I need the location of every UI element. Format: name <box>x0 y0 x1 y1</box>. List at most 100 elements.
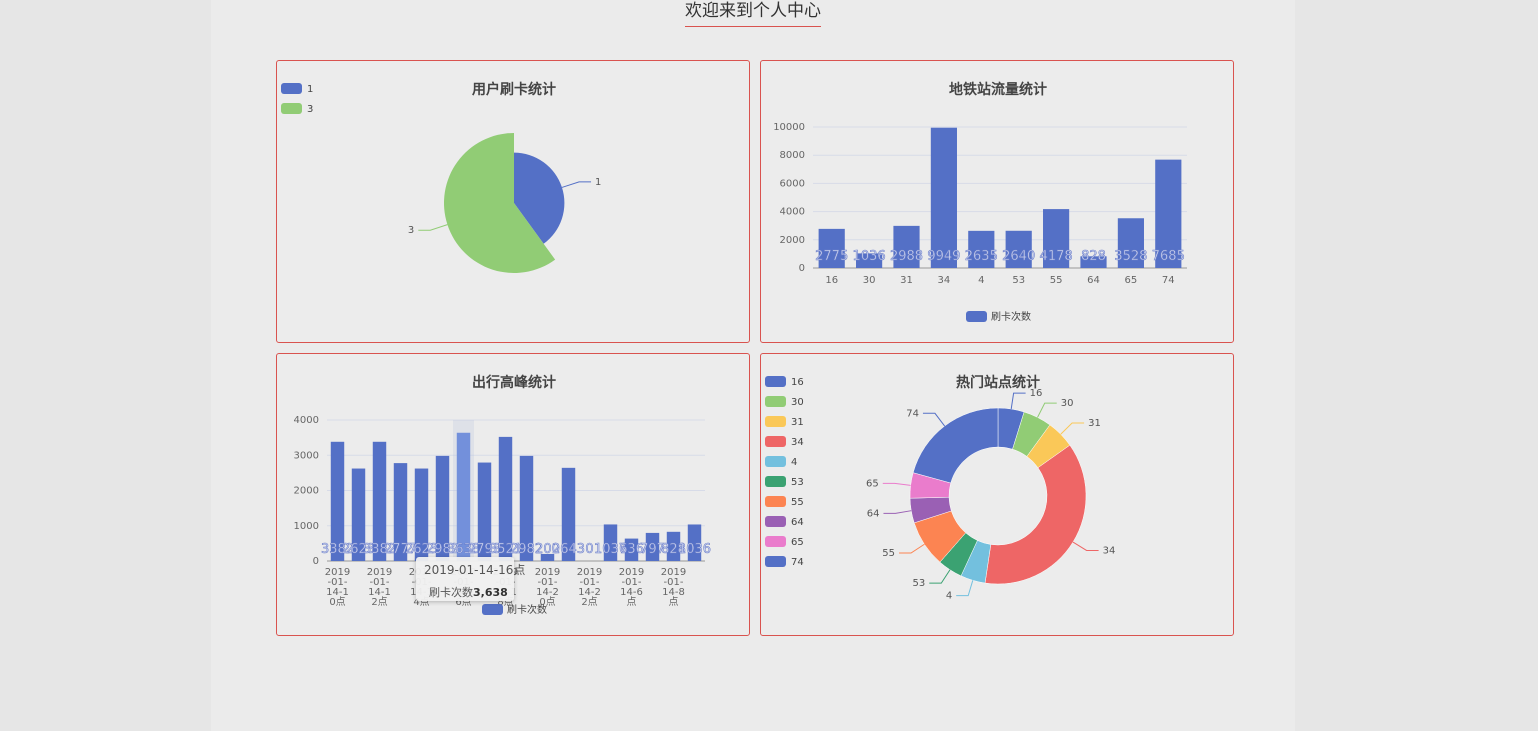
bar-value-label: 2775 <box>815 249 848 264</box>
pie-label-line <box>1060 422 1085 435</box>
bar-value-label: 1036 <box>678 542 711 557</box>
x-tick-label: 31 <box>900 275 913 286</box>
chart-title: 用户刷卡统计 <box>472 81 556 98</box>
pie-label-line <box>922 412 946 427</box>
x-tick-label: 16 <box>825 275 838 286</box>
pie-label-line <box>418 224 448 231</box>
legend-swatch <box>765 476 786 487</box>
legend-label: 65 <box>791 537 804 548</box>
chart-tooltip: 2019-01-14-16点 刷卡次数 3,638 <box>416 557 526 601</box>
bar-value-label: 828 <box>1081 249 1106 264</box>
page-title: 欢迎来到个人中心 <box>685 0 821 27</box>
pie-label-line <box>1037 402 1057 418</box>
legend-swatch <box>765 556 786 567</box>
bar-2019-01-14-15点 <box>435 455 450 561</box>
legend-label: 55 <box>791 497 804 508</box>
bar-16 <box>818 228 845 268</box>
y-tick-label: 2000 <box>780 235 805 246</box>
pie-slice-label: 30 <box>1061 398 1074 409</box>
legend-label: 16 <box>791 377 804 388</box>
hot-station-donut-chart[interactable]: 热门站点统计1630313445355646574163031344535564… <box>761 354 1233 635</box>
chart-title: 地铁站流量统计 <box>949 81 1047 98</box>
x-tick-label: 2019 -01-14-6 点 <box>619 567 644 608</box>
bar-value-label: 1036 <box>853 249 886 264</box>
tooltip-title: 2019-01-14-16点 <box>424 563 526 577</box>
x-tick-label: 2019 -01-14-2 2点 <box>577 567 602 608</box>
x-tick-label: 74 <box>1162 275 1175 286</box>
bar-value-label: 7685 <box>1152 249 1185 264</box>
bar-65 <box>1117 218 1144 268</box>
y-tick-label: 4000 <box>294 415 319 426</box>
bar-2019-01-14-16点 <box>456 432 471 561</box>
legend-label: 刷卡次数 <box>507 603 547 616</box>
bar-value-label: 3521 <box>489 542 522 557</box>
bar-2019-01-14-14点 <box>414 468 429 561</box>
legend-label: 34 <box>791 437 804 448</box>
bar-value-label: 828 <box>661 542 686 557</box>
user-swipe-pie-chart[interactable]: 用户刷卡统计 1 3 1 3 <box>277 61 749 342</box>
pie-label-line <box>883 510 912 514</box>
bar-value-label: 2623 <box>342 542 375 557</box>
y-tick-label: 3000 <box>294 450 319 461</box>
x-tick-label: 53 <box>1012 275 1025 286</box>
pie-slice-label: 16 <box>1030 388 1043 399</box>
y-tick-label: 4000 <box>780 207 805 218</box>
bar-2019-01-14-18点 <box>498 436 513 561</box>
y-tick-label: 10000 <box>773 122 805 133</box>
tooltip-series-name: 刷卡次数 <box>429 586 473 599</box>
bar-value-label: 3638 <box>447 542 480 557</box>
bar-value-label: 797 <box>640 542 665 557</box>
x-tick-label: 55 <box>1050 275 1063 286</box>
x-tick-label: 2019 -01-14-1 0点 <box>325 567 350 608</box>
legend-swatch <box>765 416 786 427</box>
pie-slice-1 <box>514 152 565 244</box>
y-tick-label: 1000 <box>294 521 319 532</box>
bar-value-label: 2640 <box>1002 249 1035 264</box>
peak-hours-bar-chart[interactable]: 出行高峰统计0100020003000400033822623338227772… <box>277 354 749 635</box>
card-station-flow-bar: 地铁站流量统计 0 2000 4000 6000 8000 10000 2775 1036 298… <box>760 60 1234 343</box>
x-tick-label: 64 <box>1087 275 1100 286</box>
bar-value-label: 2982 <box>426 542 459 557</box>
legend-swatch <box>765 376 786 387</box>
bar-2019-01-14-19点 <box>519 455 534 561</box>
card-user-swipe-pie: 用户刷卡统计 1 3 1 3 <box>276 60 750 343</box>
x-tick-label: 65 <box>1125 275 1138 286</box>
pie-label-line <box>561 181 592 188</box>
pie-slice-label: 3 <box>408 225 414 236</box>
bar-30 <box>856 253 883 268</box>
bar-value-label: 2777 <box>384 542 417 557</box>
bar-2019-01-14-8点 <box>666 531 681 561</box>
bar-74 <box>1155 159 1182 268</box>
x-tick-label: 2019 -01-14-8 点 <box>661 567 686 608</box>
legend-label: 30 <box>791 397 804 408</box>
bar-value-label: 2623 <box>405 542 438 557</box>
pie-slice-label: 74 <box>906 408 919 419</box>
card-hot-station-donut: 热门站点统计 16 30 31 34 4 53 55 64 65 74 16 30 31 34 4 53 55 64… <box>760 353 1234 636</box>
bar-4 <box>968 230 995 268</box>
bar-value-label: 4178 <box>1040 249 1073 264</box>
legend-swatch <box>966 311 987 322</box>
pie-slice-label: 31 <box>1088 418 1101 429</box>
x-tick-label: 2019 -01-14-1 2点 <box>367 567 392 608</box>
pie-slice-3 <box>444 133 556 273</box>
chart-title: 热门站点统计 <box>956 374 1040 391</box>
pie-label-line <box>956 580 974 597</box>
bar-value-label: 2643 <box>552 542 585 557</box>
bar-2019-01-14-13点 <box>393 463 408 561</box>
y-tick-label: 2000 <box>294 486 319 497</box>
chart-title: 出行高峰统计 <box>472 374 556 391</box>
bar-value-label: 3382 <box>321 542 354 557</box>
x-tick-label: 34 <box>938 275 951 286</box>
bar-value-label: 1037 <box>594 542 627 557</box>
legend-swatch <box>765 436 786 447</box>
station-flow-bar-chart[interactable]: 地铁站流量统计 0 2000 4000 6000 8000 10000 2775 1036 298… <box>761 61 1233 342</box>
legend-label: 刷卡次数 <box>991 310 1031 323</box>
pie-slice-label: 34 <box>1103 545 1116 556</box>
bar-2019-01-14-12点 <box>372 441 387 561</box>
bar-53 <box>1005 230 1032 268</box>
bar-64 <box>1080 256 1107 268</box>
bar-value-label: 2793 <box>468 542 501 557</box>
legend-swatch <box>765 396 786 407</box>
bar-2019-01-14-7点 <box>645 532 660 561</box>
pie-label-line <box>1072 541 1099 551</box>
